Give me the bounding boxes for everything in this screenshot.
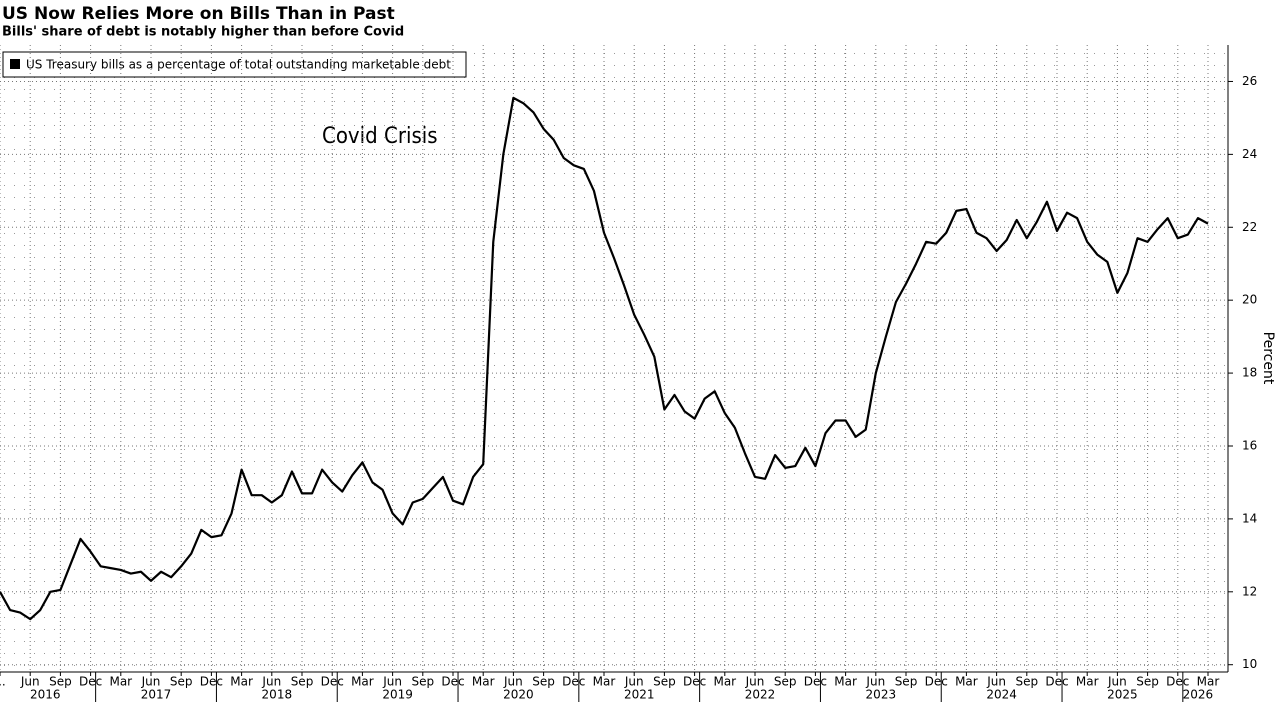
x-tick-label: Dec [200, 675, 223, 689]
x-tick-label: Mar [713, 675, 736, 689]
x-tick-label: Mar [1076, 675, 1099, 689]
y-tick-label: 22 [1242, 220, 1257, 234]
x-year-label: 2022 [745, 688, 776, 702]
x-tick-label: Dec [683, 675, 706, 689]
x-tick-label: Mar [1197, 675, 1220, 689]
x-tick-label: Dec [925, 675, 948, 689]
x-tick-label: Sep [532, 675, 555, 689]
x-tick-label: Jun [382, 675, 402, 689]
x-year-label: 2023 [866, 688, 897, 702]
chart-subtitle: Bills' share of debt is notably higher t… [2, 25, 404, 40]
chart-title: US Now Relies More on Bills Than in Past [2, 4, 395, 24]
legend-label: US Treasury bills as a percentage of tot… [26, 58, 451, 72]
x-tick-label: Mar [834, 675, 857, 689]
annotation: Covid Crisis [322, 124, 438, 149]
x-tick-label: Dec [1045, 675, 1068, 689]
x-tick-label: Dec [1166, 675, 1189, 689]
x-tick-label: Jun [624, 675, 644, 689]
x-year-label: 2025 [1107, 688, 1138, 702]
x-year-label: 2019 [382, 688, 413, 702]
x-tick-label: Mar [955, 675, 978, 689]
x-tick-label: Mar [593, 675, 616, 689]
x-tick-label: Jun [986, 675, 1006, 689]
x-tick-label: Jun [503, 675, 523, 689]
x-tick-label: Sep [170, 675, 193, 689]
x-year-label: 2017 [141, 688, 172, 702]
x-tick-label: Mar [472, 675, 495, 689]
y-tick-label: 24 [1242, 147, 1257, 161]
y-tick-label: 10 [1242, 657, 1257, 671]
legend-swatch [10, 59, 20, 69]
y-tick-label: 26 [1242, 74, 1257, 88]
x-tick-label: Sep [774, 675, 797, 689]
plot-background [0, 45, 1228, 672]
x-tick-label: Dec [79, 675, 102, 689]
x-tick-label: Dec [804, 675, 827, 689]
x-tick-label: Jun [865, 675, 885, 689]
legend: US Treasury bills as a percentage of tot… [2, 51, 467, 78]
x-tick-label: Mar [109, 675, 132, 689]
y-tick-label: 14 [1242, 511, 1257, 525]
y-tick-label: 16 [1242, 438, 1257, 452]
x-year-label: 2018 [262, 688, 293, 702]
x-year-label: 2016 [30, 688, 61, 702]
x-tick-label: Sep [291, 675, 314, 689]
y-tick-label: 20 [1242, 293, 1257, 307]
x-tick-label: Jun [20, 675, 40, 689]
x-tick-label: Dec [441, 675, 464, 689]
x-tick-label: Sep [49, 675, 72, 689]
x-tick-label: Jun [1107, 675, 1127, 689]
y-tick-label: 18 [1242, 366, 1257, 380]
x-tick-label: Dec [562, 675, 585, 689]
y-tick-label: 12 [1242, 584, 1257, 598]
legend-box [2, 51, 467, 78]
x-year-label: 2020 [503, 688, 534, 702]
x-tick-label: Sep [411, 675, 434, 689]
x-tick-label: Sep [1015, 675, 1038, 689]
x-tick-label: Mar [230, 675, 253, 689]
x-tick-label: Sep [653, 675, 676, 689]
x-year-label: 2024 [986, 688, 1017, 702]
x-tick-label: Sep [1136, 675, 1159, 689]
x-tick-label: ... [0, 675, 6, 689]
x-year-label: 2026 [1183, 688, 1214, 702]
series-line [0, 96, 1209, 621]
x-tick-label: Jun [261, 675, 281, 689]
x-tick-label: Mar [351, 675, 374, 689]
x-tick-label: Dec [321, 675, 344, 689]
x-tick-label: Jun [745, 675, 765, 689]
x-year-label: 2021 [624, 688, 655, 702]
x-tick-label: Sep [895, 675, 918, 689]
x-tick-label: Jun [141, 675, 161, 689]
y-axis-label: Percent [1260, 332, 1276, 385]
